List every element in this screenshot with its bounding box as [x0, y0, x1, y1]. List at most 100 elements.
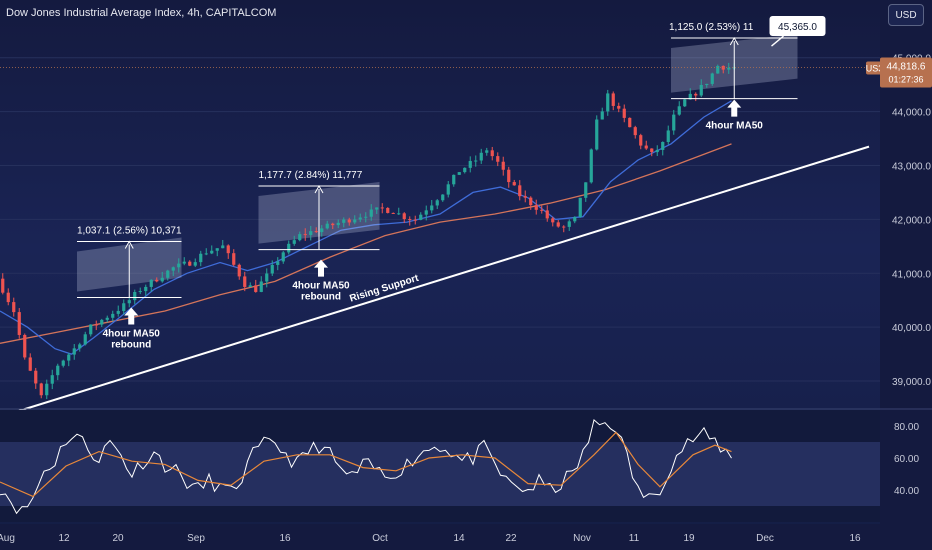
candle — [358, 217, 362, 220]
x-tick-label: Sep — [187, 533, 205, 544]
x-tick-label: 19 — [683, 533, 695, 544]
candle — [287, 243, 291, 253]
candle — [17, 312, 21, 335]
candle — [518, 185, 522, 197]
candle — [39, 383, 43, 396]
x-tick-label: 16 — [279, 533, 291, 544]
candle — [551, 218, 555, 223]
candle — [314, 231, 318, 233]
candle — [61, 360, 65, 366]
candle — [633, 127, 637, 136]
price-tag-value: 44,818.6 — [887, 61, 926, 72]
rsi-ma-line — [0, 431, 732, 498]
candle — [661, 141, 665, 150]
candle — [342, 219, 346, 223]
candle — [479, 152, 483, 161]
candle — [402, 213, 406, 220]
measure-label: 1,177.7 (2.84%) 11,777 — [259, 170, 363, 181]
candle — [364, 216, 368, 218]
candle — [666, 130, 670, 142]
candle — [452, 174, 456, 185]
candle — [100, 319, 104, 325]
candle — [303, 234, 307, 236]
measure-arrowhead — [314, 184, 324, 194]
currency-button[interactable]: USD — [888, 4, 924, 26]
candle — [567, 221, 571, 227]
x-tick-label: 11 — [629, 533, 640, 544]
candle — [375, 207, 379, 210]
candle — [182, 261, 186, 264]
candle — [430, 205, 434, 211]
y-tick-label: 43,000.0 — [892, 162, 931, 173]
candle — [265, 273, 269, 282]
candle — [309, 231, 313, 235]
measure-arrowhead — [124, 240, 134, 249]
candle — [600, 111, 604, 120]
candle — [83, 334, 87, 345]
candle — [534, 205, 538, 210]
candle — [441, 194, 445, 201]
x-tick-label: 12 — [58, 533, 70, 544]
candle — [485, 150, 489, 153]
candle — [116, 310, 120, 314]
candle — [331, 223, 335, 226]
candle — [622, 108, 626, 118]
annotation-label: 4hour MA50 — [706, 121, 764, 132]
candle — [171, 267, 175, 271]
candle — [413, 219, 417, 221]
candle — [529, 197, 533, 206]
candle — [276, 261, 280, 265]
candle — [94, 324, 98, 326]
target-pointer — [771, 35, 784, 47]
candle — [639, 135, 643, 146]
candle — [122, 303, 126, 311]
candle — [380, 207, 384, 209]
candle — [457, 172, 461, 175]
symbol-tag: US30 — [866, 63, 889, 73]
candle — [127, 300, 131, 304]
candle — [149, 279, 153, 287]
candle — [6, 292, 10, 303]
candle — [584, 182, 588, 198]
time-axis-bg — [0, 524, 932, 550]
rsi-tick-label: 80.00 — [894, 422, 919, 433]
x-tick-label: Aug — [0, 533, 15, 544]
candle — [677, 106, 681, 115]
candle — [408, 219, 412, 221]
candle — [347, 219, 351, 223]
candle — [133, 291, 137, 301]
candle — [562, 226, 566, 228]
candle — [1, 278, 5, 293]
candle — [45, 383, 49, 396]
candle — [336, 222, 340, 226]
candle — [144, 286, 148, 292]
candle — [292, 240, 296, 244]
candle — [221, 245, 225, 249]
candle — [320, 228, 324, 233]
rsi-tick-label: 40.00 — [894, 486, 919, 497]
candle — [259, 281, 263, 292]
y-tick-label: 42,000.0 — [892, 215, 931, 226]
candle — [523, 196, 527, 198]
candle — [710, 73, 714, 84]
annotation-label: 4hour MA50 rebound — [292, 281, 350, 303]
candle — [138, 291, 142, 293]
candle — [391, 212, 395, 214]
candle — [298, 234, 302, 241]
candle — [369, 209, 373, 217]
y-tick-label: 41,000.0 — [892, 269, 931, 280]
candle — [688, 93, 692, 100]
candle — [556, 222, 560, 227]
measure-label: 1,037.1 (2.56%) 10,371 — [77, 225, 182, 236]
candle — [716, 65, 720, 74]
target-callout-label: 45,365.0 — [778, 22, 817, 33]
up-arrow-icon — [727, 99, 742, 117]
candle — [155, 279, 159, 282]
candle — [199, 253, 203, 263]
rsi-line — [0, 418, 732, 515]
candle — [540, 209, 544, 211]
candle — [699, 84, 703, 96]
candle — [578, 197, 582, 217]
